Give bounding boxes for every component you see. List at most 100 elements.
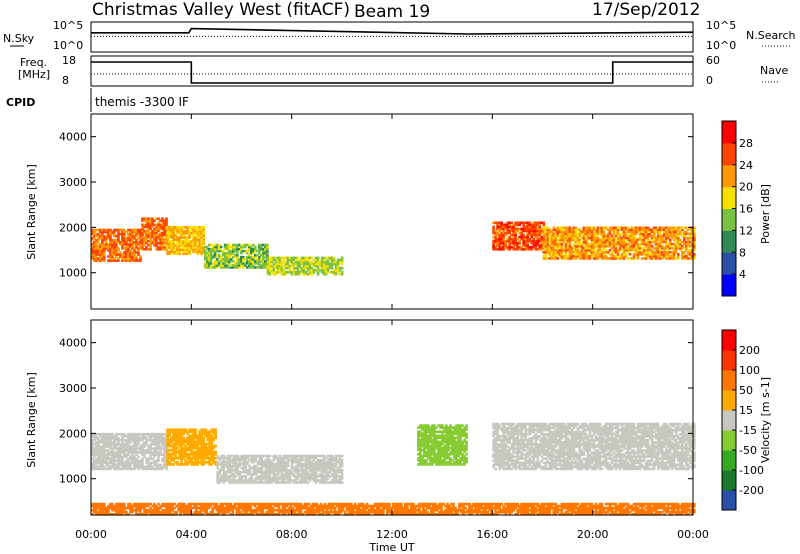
velocity-cell — [508, 437, 511, 440]
power-cell — [626, 251, 630, 254]
power-cell — [628, 248, 632, 252]
power-cell — [568, 255, 572, 258]
power-cell — [207, 262, 211, 265]
power-colorbar-swatch — [722, 186, 736, 209]
velocity-cell — [512, 439, 515, 442]
velocity-cell — [182, 440, 185, 444]
velocity-cell — [439, 461, 442, 464]
velocity-cell — [492, 435, 495, 438]
velocity-cell — [172, 428, 175, 431]
power-cell — [163, 241, 166, 245]
velocity-cell — [496, 443, 499, 446]
velocity-cell — [176, 438, 179, 442]
power-cell — [127, 257, 130, 260]
velocity-cell — [170, 459, 173, 462]
power-cell — [693, 228, 696, 232]
power-cell — [552, 251, 556, 254]
velocity-cell — [117, 455, 120, 458]
velocity-cell — [178, 432, 181, 436]
velocity-cell — [463, 457, 466, 460]
power-cell — [135, 251, 138, 254]
velocity-cell — [228, 464, 232, 468]
velocity-cell — [435, 454, 438, 458]
power-cell — [113, 243, 116, 246]
power-cell — [654, 246, 658, 250]
power-cell — [530, 241, 534, 245]
velocity-cell — [113, 443, 116, 446]
velocity-cell — [170, 448, 173, 452]
velocity-cell — [133, 459, 136, 462]
power-cell — [632, 234, 636, 238]
velocity-cell — [429, 444, 432, 448]
power-cell — [290, 256, 294, 260]
velocity-cell — [137, 443, 140, 446]
velocity-cell — [310, 462, 314, 466]
velocity-cell — [429, 448, 432, 452]
velocity-cell — [494, 437, 497, 440]
velocity-cell — [280, 460, 284, 464]
velocity-cell — [234, 464, 238, 468]
velocity-cell — [514, 451, 517, 454]
velocity-cell — [208, 434, 211, 438]
power-cell — [668, 242, 672, 246]
power-cell — [194, 238, 197, 241]
power-cell — [326, 264, 330, 268]
power-cell — [203, 249, 207, 253]
power-cell — [246, 266, 249, 269]
velocity-cell — [93, 451, 96, 454]
power-cell — [606, 242, 610, 246]
power-cell — [202, 232, 205, 235]
power-cell — [91, 251, 94, 254]
velocity-cell — [421, 444, 424, 448]
power-cell — [510, 233, 513, 237]
velocity-cell — [113, 441, 116, 444]
power-cell — [544, 228, 548, 232]
power-cell — [558, 240, 562, 244]
velocity-cell — [324, 473, 328, 476]
velocity-cell — [308, 460, 312, 464]
power-cell — [284, 266, 288, 270]
velocity-cell — [139, 447, 142, 450]
power-cell — [594, 255, 598, 258]
power-cell — [572, 232, 576, 236]
velocity-cell — [168, 461, 171, 464]
power-cell — [252, 262, 255, 265]
velocity-cell — [226, 464, 230, 468]
power-cell — [131, 243, 134, 246]
power-cell — [600, 230, 604, 234]
power-cell — [125, 236, 128, 240]
power-cell — [109, 236, 112, 240]
velocity-cell — [510, 437, 513, 440]
velocity-cell — [280, 464, 284, 468]
velocity-cell — [188, 442, 191, 446]
power-cell — [578, 255, 582, 258]
velocity-cell — [244, 464, 248, 468]
power-cell — [190, 240, 193, 243]
power-cell — [300, 262, 304, 266]
velocity-cell — [111, 432, 114, 436]
velocity-cell — [419, 442, 422, 446]
velocity-cell — [423, 450, 426, 454]
velocity-cell — [117, 449, 120, 452]
power-cell — [552, 253, 556, 256]
power-cell — [131, 253, 134, 256]
power-cell — [188, 234, 191, 237]
power-cell — [254, 249, 257, 253]
power-cell — [618, 257, 622, 260]
power-cell — [542, 244, 546, 248]
velocity-cell — [145, 441, 148, 444]
velocity-cell — [306, 473, 310, 476]
power-cell — [286, 270, 290, 274]
velocity-cell — [194, 444, 197, 448]
power-cell — [228, 247, 231, 251]
power-cell — [316, 272, 320, 276]
power-cell — [560, 234, 564, 238]
power-cell — [576, 236, 580, 240]
power-cell — [542, 238, 546, 242]
velocity-cell — [250, 475, 254, 478]
velocity-cell — [421, 448, 424, 452]
velocity-cell — [260, 456, 264, 460]
velocity-cell — [417, 440, 420, 444]
velocity-cell — [300, 477, 304, 480]
power-cell — [552, 248, 556, 252]
